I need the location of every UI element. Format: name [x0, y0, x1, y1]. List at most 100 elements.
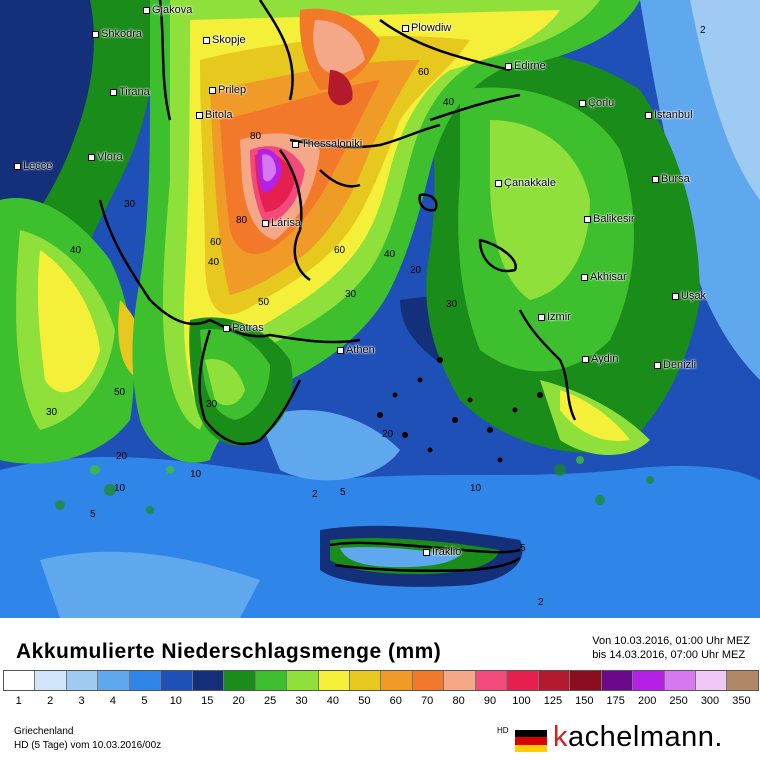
- legend-swatch: [287, 671, 319, 690]
- contour-label: 40: [70, 245, 82, 256]
- legend-swatch: [570, 671, 602, 690]
- region-label: Griechenland: [14, 726, 74, 737]
- legend-swatch: [318, 671, 350, 690]
- contour-label: 2: [538, 597, 544, 608]
- city-label: Balikesir: [584, 213, 635, 225]
- contour-label: 40: [443, 97, 455, 108]
- legend-swatch: [349, 671, 382, 690]
- map-title: Akkumulierte Niederschlagsmenge (mm): [16, 640, 442, 663]
- contour-label: 10: [190, 469, 202, 480]
- city-label: Vlora: [88, 151, 123, 163]
- city-label: Iraklio: [423, 546, 461, 558]
- legend-swatch: [444, 671, 476, 690]
- city-label: Bursa: [652, 173, 690, 185]
- color-legend: [3, 670, 759, 691]
- legend-swatch: [412, 671, 445, 690]
- legend-swatch: [255, 671, 288, 690]
- contour-label: 2: [312, 489, 318, 500]
- contour-label: 30: [446, 299, 458, 310]
- legend-swatch: [633, 671, 665, 690]
- legend-swatch: [695, 671, 728, 690]
- legend-label: 25: [263, 695, 277, 707]
- legend-swatch: [224, 671, 256, 690]
- german-flag-icon: [515, 730, 547, 752]
- contour-label: 10: [470, 483, 482, 494]
- city-label: Athen: [337, 344, 375, 356]
- legend-label: 50: [358, 695, 371, 707]
- contour-label: 5: [340, 487, 346, 498]
- contour-label: 2: [700, 25, 706, 36]
- brand-name: kachelmann.: [553, 721, 723, 754]
- city-label: Lárisa: [262, 217, 301, 229]
- legend-swatch: [192, 671, 225, 690]
- legend-label: 150: [575, 695, 594, 707]
- precipitation-map: Gjakova Shkodra Skopje Plowdiw Edirne Ti…: [0, 0, 760, 618]
- city-label: Uşak: [672, 290, 706, 302]
- legend-swatch: [664, 671, 696, 690]
- legend-label: 4: [109, 695, 117, 707]
- legend-swatch: [98, 671, 130, 690]
- legend-label: 100: [512, 695, 531, 707]
- contour-label: 50: [258, 297, 270, 308]
- city-label: Shkodra: [92, 28, 142, 40]
- legend-label: 20: [232, 695, 245, 707]
- city-label: Tirana: [110, 86, 150, 98]
- legend-label: 15: [201, 695, 214, 707]
- brand-name-rest: achelmann.: [568, 721, 723, 753]
- legend-label: 125: [543, 695, 563, 707]
- map-footer: Akkumulierte Niederschlagsmenge (mm) Von…: [0, 618, 760, 760]
- brand-name-k: k: [553, 721, 568, 753]
- city-label: Prilep: [209, 84, 246, 96]
- contour-label: 60: [334, 245, 346, 256]
- contour-label: 5: [520, 543, 526, 554]
- contour-label: 50: [114, 387, 126, 398]
- city-label: Skopje: [203, 34, 246, 46]
- legend-label: 80: [452, 695, 465, 707]
- contour-label: 20: [410, 265, 422, 276]
- legend-swatch: [475, 671, 508, 690]
- contour-label: 20: [116, 451, 128, 462]
- period-from: Von 10.03.2016, 01:00 Uhr MEZ: [592, 635, 750, 647]
- city-label: Bitola: [196, 109, 233, 121]
- contour-label: 40: [384, 249, 396, 260]
- time-period: Von 10.03.2016, 01:00 Uhr MEZ bis 14.03.…: [592, 634, 750, 662]
- brand-logo: HD kachelmann.: [497, 721, 752, 755]
- city-label: Izmir: [538, 311, 571, 323]
- legend-label: 60: [389, 695, 402, 707]
- legend-label: 30: [295, 695, 308, 707]
- hd-badge: HD: [497, 726, 509, 735]
- contour-label: 30: [206, 399, 218, 410]
- contour-label: 30: [124, 199, 136, 210]
- city-label: Thessaloniki: [292, 138, 362, 150]
- legend-label: 350: [732, 695, 751, 707]
- city-label: Akhisar: [581, 271, 627, 283]
- legend-swatch: [381, 671, 413, 690]
- legend-label: 250: [669, 695, 688, 707]
- legend-label: 40: [326, 695, 340, 707]
- contour-label: 5: [90, 509, 96, 520]
- legend-label: 175: [606, 695, 625, 707]
- legend-label: 3: [78, 695, 85, 707]
- city-label: Patras: [223, 322, 264, 334]
- legend-swatch: [727, 671, 758, 690]
- legend-swatch: [4, 671, 36, 690]
- contour-label: 60: [210, 237, 222, 248]
- legend-swatch: [66, 671, 99, 690]
- legend-swatch: [161, 671, 193, 690]
- city-label: Gjakova: [143, 4, 192, 16]
- city-label: Çanakkale: [495, 177, 556, 189]
- city-label: Aydin: [582, 353, 618, 365]
- contour-label: 60: [418, 67, 430, 78]
- model-info: HD (5 Tage) vom 10.03.2016/00z: [14, 740, 162, 751]
- legend-label: 90: [483, 695, 497, 707]
- contour-label: 30: [46, 407, 58, 418]
- legend-labels: 1 2 3 4 5 10 15 20 25 30 40 50 60 70 80 90 100 125 150 175 2…: [3, 695, 757, 707]
- legend-label: 200: [637, 695, 657, 707]
- city-label: Plowdiw: [402, 22, 451, 34]
- contour-label: 20: [382, 429, 394, 440]
- contour-label: 30: [345, 289, 357, 300]
- legend-swatch: [538, 671, 571, 690]
- city-label: Edirne: [505, 60, 546, 72]
- city-label: Istanbul: [645, 109, 693, 121]
- legend-swatch: [129, 671, 162, 690]
